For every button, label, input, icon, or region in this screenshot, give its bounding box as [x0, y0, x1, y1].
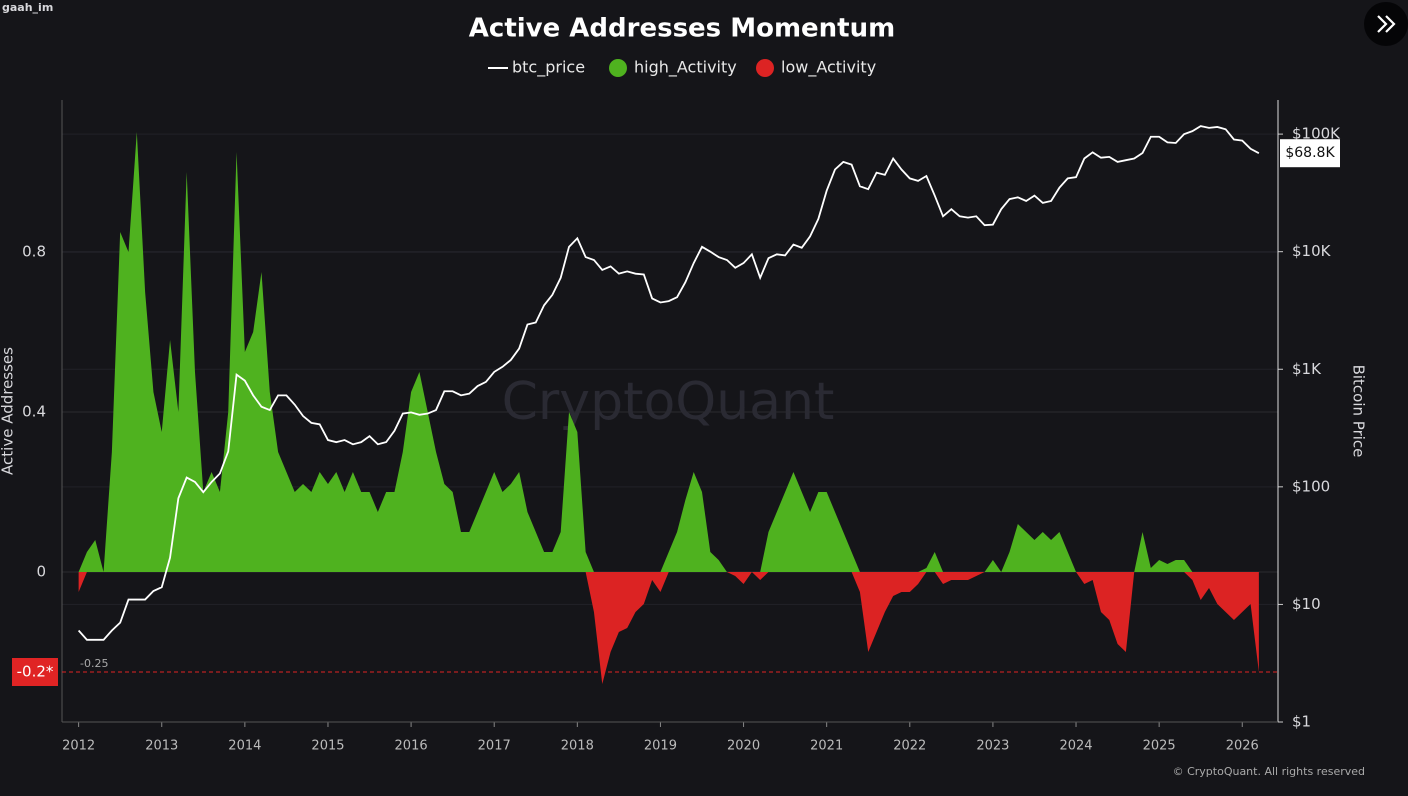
x-tick-label: 2022	[893, 739, 926, 754]
y-tick-label: 0.8	[22, 243, 46, 261]
last-price-box	[1280, 139, 1340, 168]
expand-button[interactable]	[1364, 2, 1408, 46]
y2-tick-label: $100	[1292, 477, 1330, 495]
y2-tick-label: $1K	[1292, 360, 1322, 378]
x-tick-label: 2025	[1143, 739, 1176, 754]
x-tick-label: 2014	[228, 739, 261, 754]
legend-swatch	[756, 59, 774, 77]
x-tick-label: 2013	[145, 739, 178, 754]
x-tick-label: 2021	[810, 739, 843, 754]
watermark: CryptoQuant	[502, 372, 835, 432]
legend-label: high_Activity	[634, 58, 737, 78]
corner-label: gaah_im	[2, 1, 53, 14]
reference-label: -0.25	[80, 657, 108, 670]
copyright: © CryptoQuant. All rights reserved	[1173, 765, 1365, 778]
y2-tick-label: $100K	[1292, 125, 1341, 143]
x-tick-label: 2015	[311, 739, 344, 754]
x-tick-label: 2024	[1059, 739, 1092, 754]
y-tick-label: 0.4	[22, 403, 46, 421]
x-tick-label: 2019	[644, 739, 677, 754]
y2-tick-label: $10	[1292, 595, 1321, 613]
y-tick-label: 0	[36, 563, 46, 581]
x-tick-label: 2023	[976, 739, 1009, 754]
legend-label: low_Activity	[781, 58, 876, 78]
y-axis-label: Active Addresses	[0, 347, 17, 475]
x-tick-label: 2012	[62, 739, 95, 754]
y-marker-label: -0.2*	[17, 663, 54, 681]
x-tick-label: 2020	[727, 739, 760, 754]
y2-tick-label: $1	[1292, 713, 1311, 731]
last-price-label: $68.8K	[1285, 145, 1335, 161]
y-marker-box	[12, 658, 58, 686]
button-icon[interactable]	[1377, 15, 1396, 33]
y2-tick-label: $10K	[1292, 242, 1332, 260]
price-line	[77, 125, 1260, 641]
x-tick-label: 2017	[478, 739, 511, 754]
x-tick-label: 2018	[561, 739, 594, 754]
legend-label: btc_price	[512, 58, 585, 78]
y2-axis-label: Bitcoin Price	[1350, 365, 1368, 458]
chart-title: Active Addresses Momentum	[469, 14, 895, 44]
x-tick-label: 2016	[395, 739, 428, 754]
x-tick-label: 2026	[1226, 739, 1259, 754]
legend-swatch	[609, 59, 627, 77]
activity-area	[78, 132, 1259, 572]
